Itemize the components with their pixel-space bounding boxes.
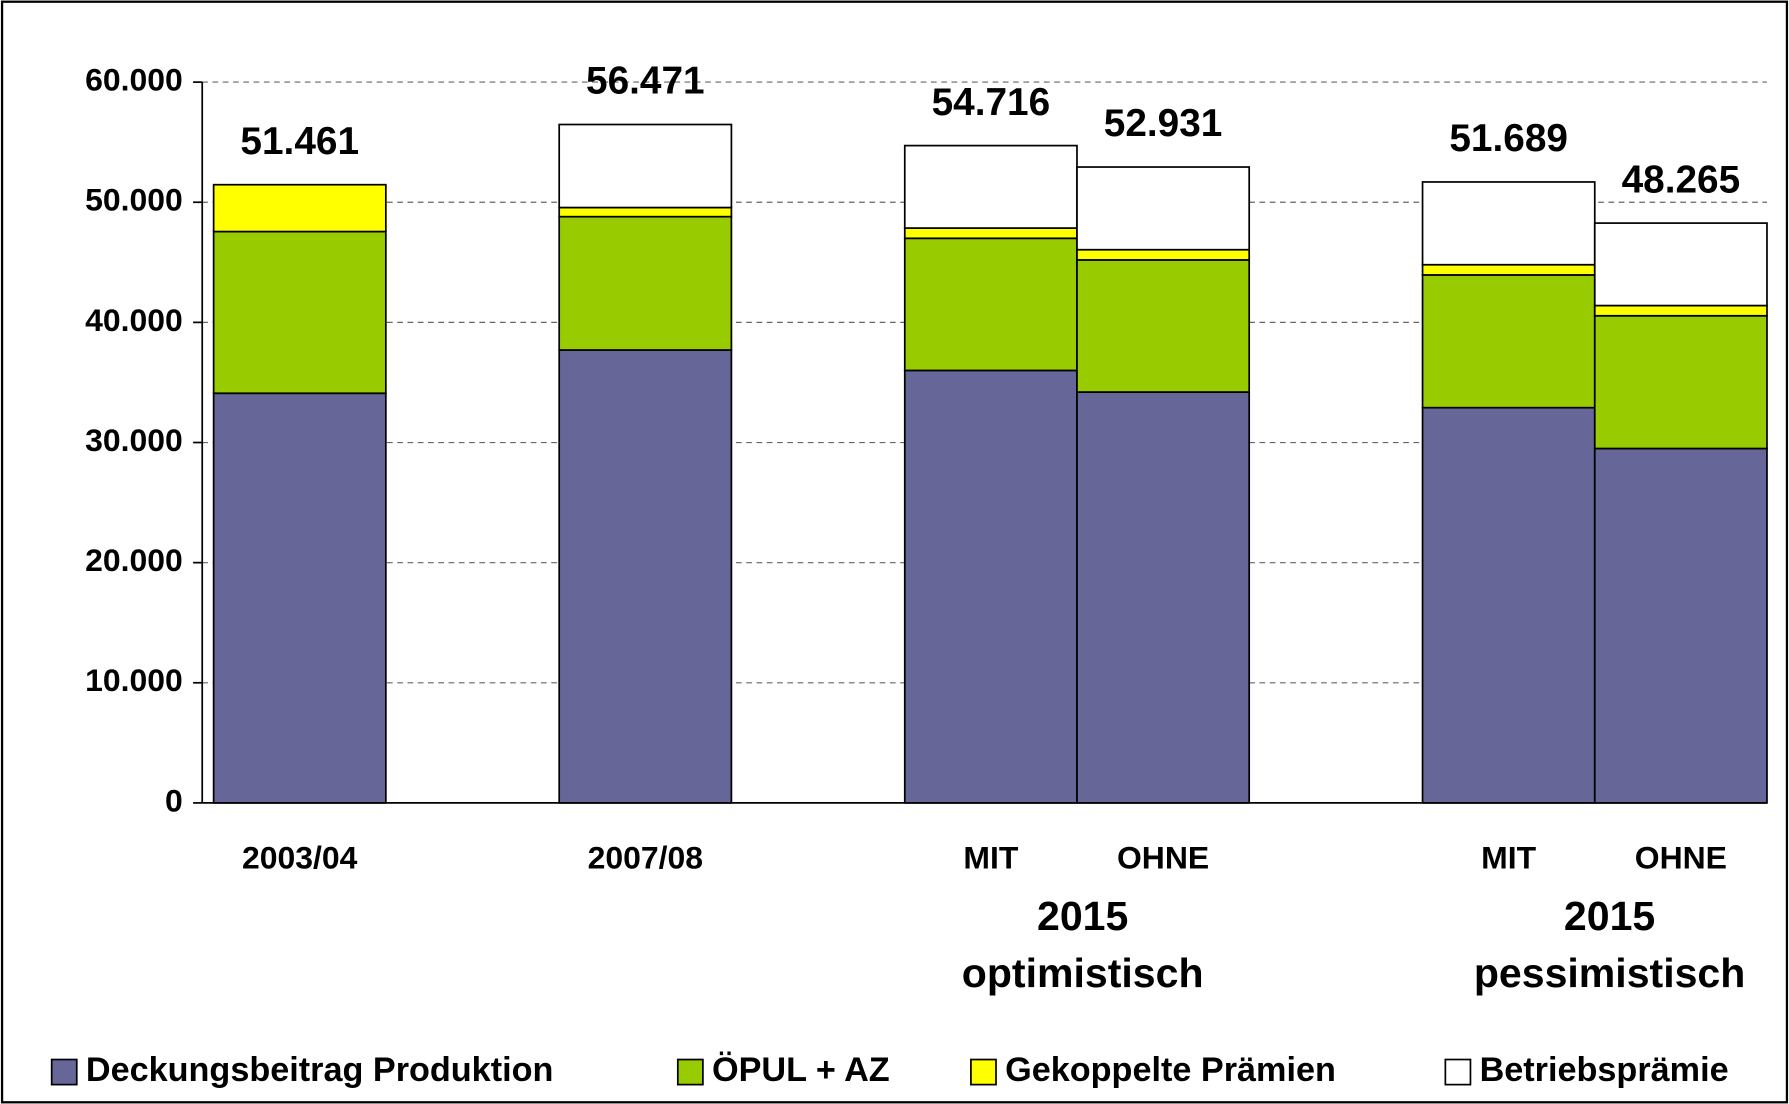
legend-label: Deckungsbeitrag Produktion xyxy=(86,1051,554,1089)
total-label: 52.931 xyxy=(1104,102,1223,145)
bar-segment xyxy=(1593,304,1768,317)
legend-swatch xyxy=(1444,1058,1472,1086)
x-tick-label: 2007/08 xyxy=(588,839,703,875)
total-label: 51.689 xyxy=(1449,117,1568,160)
bar-segment xyxy=(212,230,387,395)
total-label: 51.461 xyxy=(240,120,359,163)
bar-segment xyxy=(1076,391,1251,804)
bar-segment xyxy=(1076,248,1251,261)
total-label: 48.265 xyxy=(1622,158,1741,201)
x-tick-label: 2003/04 xyxy=(242,839,358,875)
bar-segment xyxy=(903,144,1078,229)
legend-swatch xyxy=(50,1058,78,1086)
bar-segment xyxy=(1421,406,1596,804)
legend-swatch xyxy=(970,1058,997,1086)
group-label: optimistisch xyxy=(962,950,1204,996)
group-label: 2015 xyxy=(1564,893,1655,939)
legend-label: Gekoppelte Prämien xyxy=(1005,1051,1336,1089)
y-tick-label: 40.000 xyxy=(85,302,183,338)
bar-segment xyxy=(558,123,733,209)
group-label: pessimistisch xyxy=(1474,950,1746,996)
bar-segment xyxy=(558,215,733,351)
bar-segment xyxy=(212,392,387,804)
bar-segment xyxy=(1421,263,1596,276)
legend-swatch xyxy=(676,1058,704,1086)
y-tick-label: 50.000 xyxy=(85,182,183,218)
bar-segment xyxy=(903,237,1078,372)
x-tick-label: MIT xyxy=(963,839,1018,875)
bar-segment xyxy=(1076,259,1251,393)
bar-segment xyxy=(1593,222,1768,307)
y-tick-label: 0 xyxy=(165,782,183,818)
bar-segment xyxy=(1421,181,1596,266)
y-tick-label: 20.000 xyxy=(85,542,183,578)
legend-label: ÖPUL + AZ xyxy=(712,1050,890,1089)
bar-segment xyxy=(212,183,387,233)
legend-label: Betriebsprämie xyxy=(1480,1051,1729,1089)
bar-segment xyxy=(558,206,733,218)
x-tick-label: OHNE xyxy=(1635,839,1727,875)
group-label: 2015 xyxy=(1037,893,1128,939)
bar-segment xyxy=(1593,314,1768,450)
bar-segment xyxy=(1076,166,1251,251)
x-tick-label: OHNE xyxy=(1117,839,1209,875)
total-label: 56.471 xyxy=(586,60,705,103)
bar-segment xyxy=(558,349,733,804)
bar-segment xyxy=(1593,447,1768,804)
bar-segment xyxy=(1421,274,1596,409)
y-tick-label: 10.000 xyxy=(85,662,183,698)
total-label: 54.716 xyxy=(932,81,1051,124)
bar-segment xyxy=(903,227,1078,240)
x-tick-label: MIT xyxy=(1481,839,1536,875)
bar-segment xyxy=(903,369,1078,804)
y-tick-label: 60.000 xyxy=(85,62,183,98)
y-tick-label: 30.000 xyxy=(85,422,183,458)
